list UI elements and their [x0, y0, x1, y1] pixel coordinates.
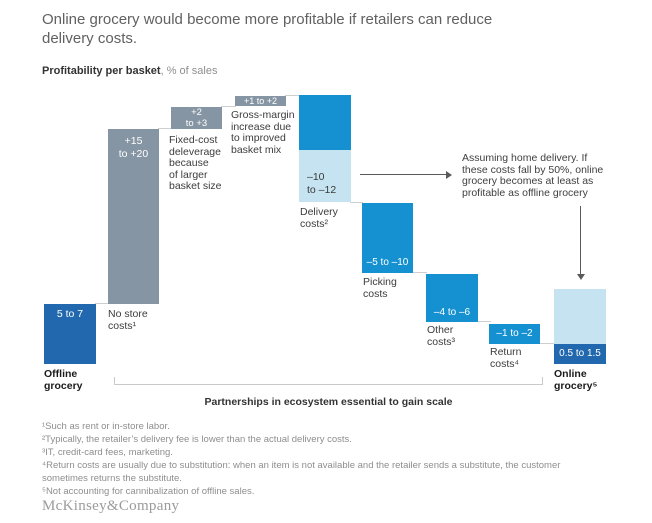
bar-caption-picking-costs: Picking costs: [363, 276, 397, 300]
slide-title: Online grocery would become more profita…: [42, 11, 493, 47]
scale-bracket: [114, 377, 543, 385]
bar-delivery-costs-savings: [299, 150, 351, 202]
waterfall-chart: 5 to 7 Offline grocery +15 to +20 No sto…: [44, 95, 606, 408]
bar-no-store-costs: [108, 129, 159, 304]
bar-fixed-cost-deleverage: [171, 107, 222, 129]
footnotes: ¹Such as rent or in-store labor. ²Typica…: [42, 420, 590, 498]
bar-caption-online-grocery: Online grocery⁵: [554, 368, 598, 392]
footnote-1: ¹Such as rent or in-store labor.: [42, 421, 170, 432]
bar-online-grocery-potential: [554, 289, 606, 344]
annotation-down-line: [580, 206, 581, 274]
bar-value-delivery-costs: –10 to –12: [307, 171, 337, 196]
annotation-arrow-line: [360, 174, 446, 175]
footnote-5: ⁵Not accounting for cannibalization of o…: [42, 486, 255, 497]
bar-value-online-grocery: 0.5 to 1.5: [559, 348, 601, 359]
chart-subtitle: Profitability per basket, % of sales: [42, 65, 217, 77]
bar-gross-margin-increase: [235, 96, 286, 106]
connector: [95, 303, 109, 304]
bar-delivery-costs-upper: [299, 95, 351, 150]
connector: [350, 202, 363, 203]
connector: [285, 95, 300, 96]
bar-caption-return-costs: Return costs⁴: [490, 346, 522, 370]
bar-offline-grocery: [44, 304, 96, 364]
bar-caption-fixed-cost: Fixed-cost deleverage because of larger …: [169, 134, 222, 192]
bar-value-picking-costs: –5 to –10: [366, 257, 409, 268]
mckinsey-logo: McKinsey&Company: [42, 498, 180, 514]
down-arrow-icon: [577, 274, 585, 280]
bar-online-grocery: [554, 344, 606, 364]
chart-subtitle-bold: Profitability per basket: [42, 65, 161, 77]
connector: [221, 106, 236, 107]
footnote-4: ⁴Return costs are usually due to substit…: [42, 460, 561, 484]
bracket-label: Partnerships in ecosystem essential to g…: [204, 396, 453, 408]
footnote-3: ³IT, credit-card fees, marketing.: [42, 447, 173, 458]
connector: [477, 321, 491, 322]
bar-return-costs: [489, 324, 540, 344]
bar-value-other-costs: –4 to –6: [433, 307, 471, 318]
chart-subtitle-unit: , % of sales: [160, 65, 218, 77]
bar-value-fixed-cost: +2 to +3: [185, 107, 208, 129]
bar-caption-delivery-costs: Delivery costs²: [300, 206, 338, 230]
bar-value-return-costs: –1 to –2: [496, 328, 533, 339]
annotation-text: Assuming home delivery. If these costs f…: [462, 152, 604, 199]
right-arrow-icon: [446, 170, 452, 179]
bar-value-gross-margin: +1 to +2: [243, 96, 278, 106]
footnote-2: ²Typically, the retailer’s delivery fee …: [42, 434, 352, 445]
bar-value-offline: 5 to 7: [56, 308, 84, 320]
bar-caption-no-store-costs: No store costs¹: [108, 308, 148, 332]
connector: [539, 343, 555, 344]
bar-picking-costs: [362, 203, 413, 273]
bar-caption-gross-margin: Gross-margin increase due to improved ba…: [231, 109, 295, 156]
bar-caption-offline: Offline grocery: [44, 368, 83, 392]
bar-value-no-store-costs: +15 to +20: [118, 135, 149, 160]
bar-other-costs: [426, 274, 478, 322]
bar-caption-other-costs: Other costs³: [427, 324, 456, 348]
connector: [158, 128, 172, 129]
connector: [412, 272, 427, 273]
